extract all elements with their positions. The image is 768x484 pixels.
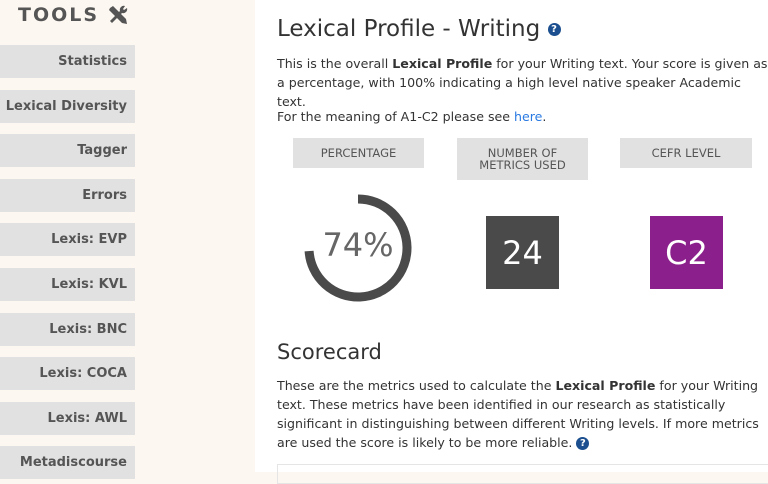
sidebar-item-tagger[interactable]: Tagger: [0, 134, 135, 168]
here-link[interactable]: here: [514, 109, 543, 124]
sidebar-title-text: TOOLS: [18, 4, 100, 26]
sidebar-item-lexical-diversity[interactable]: Lexical Diversity: [0, 89, 135, 123]
sidebar-item-lexis-kvl[interactable]: Lexis: KVL: [0, 268, 135, 301]
cefr-header: CEFR LEVEL: [620, 138, 752, 168]
percentage-ring: [304, 194, 412, 302]
percentage-arc: [304, 194, 412, 302]
sidebar-item-errors[interactable]: Errors: [0, 178, 135, 212]
meaning-text: For the meaning of A1-C2 please see here…: [277, 109, 547, 124]
page-title: Lexical Profile - Writing ?: [277, 16, 561, 42]
help-icon[interactable]: ?: [547, 23, 561, 36]
sidebar-item-metadiscourse[interactable]: Metadiscourse: [0, 446, 135, 480]
scorecard-text: These are the metrics used to calculate …: [277, 378, 759, 450]
percentage-value: 74%: [322, 226, 394, 264]
metrics-count-value: 24: [486, 216, 559, 289]
sidebar-item-lexis-coca[interactable]: Lexis: COCA: [0, 357, 135, 391]
tools-icon: [109, 5, 128, 24]
metrics-count-header: NUMBER OF METRICS USED: [457, 138, 588, 180]
help-icon[interactable]: ?: [576, 437, 590, 450]
scorecard-table: [277, 464, 768, 484]
scorecard-title: Scorecard: [277, 340, 382, 364]
sidebar-title: TOOLS: [18, 4, 129, 26]
intro-text: This is the overall Lexical Profile for …: [277, 56, 768, 109]
cefr-level-value: C2: [650, 216, 723, 289]
sidebar-item-lexis-awl[interactable]: Lexis: AWL: [0, 401, 135, 435]
percentage-header: PERCENTAGE: [293, 138, 424, 168]
sidebar-item-lexis-evp[interactable]: Lexis: EVP: [0, 223, 135, 257]
sidebar-item-lexis-bnc[interactable]: Lexis: BNC: [0, 312, 135, 346]
sidebar-item-statistics[interactable]: Statistics: [0, 45, 135, 78]
